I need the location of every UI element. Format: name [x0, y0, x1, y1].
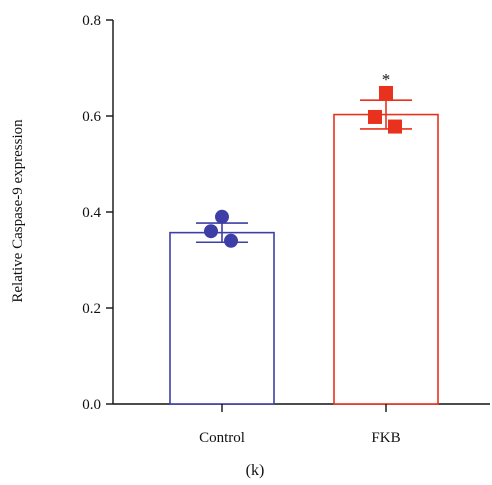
- significance-marker: *: [382, 70, 391, 89]
- bar: [333, 113, 439, 405]
- y-tick-label: 0.2: [82, 301, 101, 317]
- data-point: [379, 85, 393, 100]
- y-tick-label: 0.0: [82, 397, 101, 413]
- data-point: [204, 224, 218, 239]
- bar-group-control: [169, 209, 275, 405]
- y-ticks: 0.0 0.2 0.4 0.6 0.8: [82, 13, 113, 413]
- x-ticks: Control FKB: [199, 404, 401, 446]
- y-tick-label: 0.8: [82, 13, 101, 29]
- y-axis-label: Relative Caspase-9 expression: [10, 119, 26, 303]
- data-point: [215, 209, 229, 224]
- bars: *: [169, 70, 439, 405]
- bar: [169, 231, 275, 405]
- data-point: [368, 109, 382, 124]
- y-tick-label: 0.4: [82, 205, 101, 221]
- data-point: [224, 233, 238, 248]
- data-point: [388, 119, 402, 134]
- x-tick-label: FKB: [371, 430, 400, 446]
- x-tick-label: Control: [199, 430, 245, 446]
- bar-group-fkb: *: [333, 70, 439, 405]
- panel-label: (k): [246, 462, 265, 479]
- y-tick-label: 0.6: [82, 109, 101, 125]
